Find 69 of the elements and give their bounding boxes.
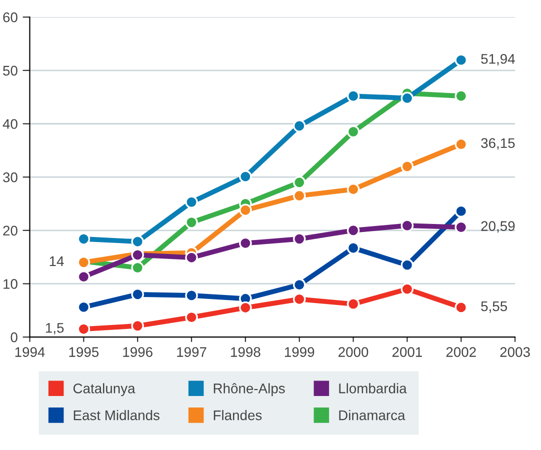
point: [131, 288, 144, 301]
point: [346, 224, 360, 237]
point: [400, 258, 414, 272]
point: [454, 54, 468, 66]
point: [292, 176, 306, 189]
point: [77, 232, 90, 246]
point: [400, 282, 414, 296]
point: [346, 242, 360, 254]
point: [292, 189, 306, 202]
data-label: 51,94: [481, 54, 515, 66]
x-tick-label: 1998: [231, 347, 260, 357]
x-tick-label: 2001: [392, 347, 422, 357]
point: [239, 204, 252, 217]
point: [185, 196, 198, 209]
legend-label: Dinamarca: [339, 410, 406, 420]
legend-label: Flandes: [214, 410, 262, 420]
x-tick-label: 1999: [284, 347, 314, 357]
point: [185, 289, 198, 302]
point: [346, 182, 360, 196]
legend-label: Llombardia: [339, 383, 407, 394]
y-tick-label: 20: [3, 226, 18, 236]
y-tick-label: 40: [2, 119, 18, 129]
point: [239, 236, 252, 250]
x-tick-label: 2002: [446, 347, 476, 357]
point: [400, 160, 414, 173]
point: [77, 270, 90, 284]
point: [77, 322, 90, 336]
data-label: 5,55: [481, 301, 508, 313]
point: [292, 119, 306, 132]
x-tick-label: 1997: [177, 347, 206, 357]
x-tick-label: 1996: [123, 347, 152, 357]
y-tick-label: 30: [3, 172, 18, 182]
point: [400, 219, 414, 232]
x-tick-label: 2000: [338, 347, 368, 357]
data-label: 1,5: [46, 323, 64, 334]
point: [346, 90, 360, 102]
point: [131, 319, 144, 332]
y-tick-label: 60: [3, 12, 18, 22]
point: [185, 251, 198, 264]
point: [185, 216, 198, 229]
point: [454, 90, 468, 102]
point: [131, 261, 144, 274]
point: [346, 125, 360, 138]
point: [239, 301, 252, 314]
legend-label: East Midlands: [74, 410, 160, 420]
y-tick-label: 50: [3, 66, 18, 76]
point: [454, 204, 468, 218]
legend-label: Rhône-Alps: [214, 383, 285, 396]
point: [239, 170, 252, 183]
y-tick-label: 10: [4, 279, 18, 289]
point: [292, 232, 306, 246]
x-tick-label: 1995: [69, 347, 99, 357]
data-label: 14: [50, 256, 64, 266]
data-label: 20,59: [481, 221, 515, 233]
point: [131, 235, 144, 248]
point: [185, 310, 198, 324]
legend-label: Catalunya: [73, 383, 136, 396]
point: [346, 298, 360, 310]
point: [400, 92, 414, 105]
point: [77, 300, 90, 314]
point: [454, 301, 468, 314]
point: [454, 138, 468, 151]
x-tick-label: 2003: [500, 347, 530, 357]
point: [454, 220, 468, 234]
point: [292, 292, 306, 306]
y-tick-label: 0: [10, 332, 18, 342]
x-tick-label: 1994: [15, 347, 45, 357]
data-label: 36,15: [481, 138, 515, 150]
point: [292, 278, 306, 292]
